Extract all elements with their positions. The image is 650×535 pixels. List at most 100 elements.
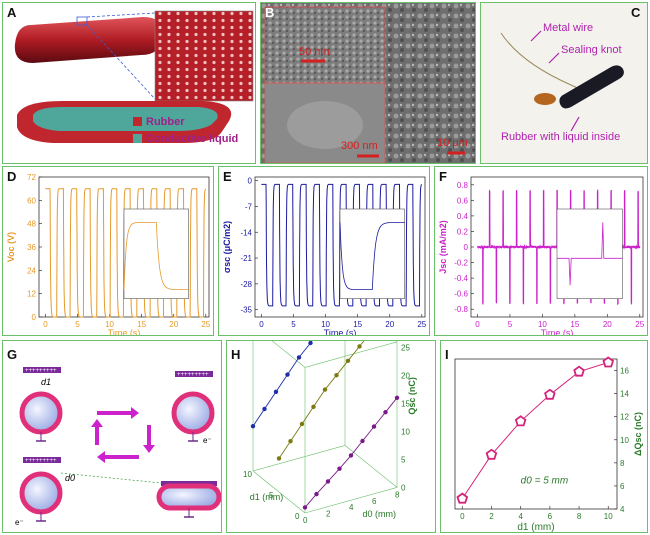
panel-i-xlabel: d1 (mm) (517, 522, 554, 533)
legend-rubber: Rubber (146, 116, 185, 128)
panel-f-ytick-label: -0.6 (454, 290, 468, 299)
panel-g: G +++++++++ d1 +++++++++ e⁻ (2, 340, 222, 533)
panel-i-xtick-label: 10 (604, 512, 613, 521)
chart-d: 0 12 24 36 48 60 72 0 5 10 15 20 25 Time (s) Voc (V) (3, 167, 214, 336)
squashed-capsule (159, 486, 219, 508)
panel-f-xlabel: Time (s) (541, 328, 574, 336)
mechanism-diagram: +++++++++ d1 +++++++++ e⁻ +++++++++ d0 (3, 341, 222, 533)
arrow-right (97, 407, 139, 419)
panel-f-ytick-label: 0.8 (457, 181, 469, 190)
label-d1: d1 (41, 377, 51, 387)
panel-i-annotation: d0 = 5 mm (521, 476, 569, 487)
panel-a: A Rubber (2, 2, 256, 164)
panel-f-ytick-label: 0.6 (457, 196, 469, 205)
chart-e: 0 -7 -14 -21 -28 -35 0 5 10 15 20 25 Time (s) σsc (μC… (219, 167, 430, 336)
panel-i-point (458, 494, 468, 503)
panel-d-ytick-label: 72 (27, 173, 36, 182)
panel-h-xtick-label: 4 (349, 503, 354, 512)
panel-f-xtick-label: 0 (475, 320, 480, 329)
legend-liquid-swatch (133, 134, 142, 143)
panel-h-point (303, 505, 307, 509)
arrow-left (97, 451, 139, 463)
panel-f-ylabel: Jsc (mA/m2) (438, 220, 448, 274)
panel-b: 50 nm 300 nm 10 μm B (260, 2, 476, 164)
label-rubber-liquid: Rubber with liquid inside (501, 131, 620, 143)
panel-i-point (516, 416, 526, 425)
legend-rubber-swatch (133, 117, 142, 126)
panel-h-series-line-1 (279, 341, 371, 458)
panel-f-ytick-label: -0.4 (454, 274, 468, 283)
label-sealing-knot: Sealing knot (561, 44, 622, 56)
chart-h: 0510152025024680510Qsc (nC)d0 (mm)d1 (mm… (227, 341, 436, 533)
sphere-3 (22, 474, 60, 512)
panel-d-ylabel: Voc (V) (6, 232, 16, 262)
panel-h-point (300, 422, 304, 426)
panel-h-point (334, 373, 338, 377)
panel-h-point (277, 456, 281, 460)
panel-i-ytick-label: 6 (620, 482, 625, 491)
panel-h-point (274, 390, 278, 394)
panel-e-xtick-label: 25 (417, 320, 426, 329)
sphere-2 (174, 394, 212, 432)
panel-h-point (346, 359, 350, 363)
panel-h-point (383, 410, 387, 414)
panel-i-ytick-label: 8 (620, 459, 625, 468)
panel-d-xtick-label: 20 (169, 320, 178, 329)
panel-e-xtick-label: 0 (259, 320, 264, 329)
panel-i: I 4 6 8 10 12 14 16 0 2 4 6 8 10 d1 (mm) ΔQsc (nC) d0 =… (440, 340, 648, 533)
panel-i-xtick-label: 8 (577, 512, 582, 521)
panel-h-point (357, 344, 361, 348)
scalebar-10um: 10 μm (437, 137, 468, 149)
panel-e-ylabel: σsc (μC/m2) (222, 221, 232, 273)
legend-liquid: Conductive liquid (146, 133, 238, 145)
panel-i-ytick-label: 16 (620, 367, 629, 376)
panel-d-xlabel: Time (s) (108, 328, 141, 336)
panel-f-ytick-label: -0.2 (454, 259, 468, 268)
panel-h-box-edge (345, 445, 397, 487)
panel-h-xtick-label: 2 (326, 510, 331, 519)
panel-h-point (288, 439, 292, 443)
label-electron-top: e⁻ (203, 436, 212, 445)
panel-h-point (314, 492, 318, 496)
panel-i-point (487, 450, 497, 459)
panel-h-point (360, 439, 364, 443)
panel-e-xtick-label: 5 (291, 320, 296, 329)
panel-h-ytick-label: 0 (295, 512, 300, 521)
panel-e-ytick-label: -14 (240, 228, 252, 237)
panel-i-point (574, 367, 584, 376)
panel-i-ylabel: ΔQsc (nC) (633, 412, 643, 456)
sphere-1 (22, 394, 60, 432)
panel-h-point (285, 372, 289, 376)
panel-i-xtick-label: 4 (518, 512, 523, 521)
panel-h-point (308, 341, 312, 345)
panel-f-inset-frame (557, 209, 622, 299)
panel-i-ytick-label: 12 (620, 413, 629, 422)
panel-h-point (349, 453, 353, 457)
scalebar-300nm: 300 nm (341, 140, 378, 152)
panel-i-ytick-label: 4 (620, 505, 625, 514)
panel-d-ytick-label: 60 (27, 196, 36, 205)
panel-f: F 0.8 0.6 0.4 0.2 0 -0.2 -0.4 -0.6 -0.8 0 5 10 15 20 2… (434, 166, 648, 336)
svg-text:+++++++++: +++++++++ (25, 368, 57, 374)
panel-h-point (311, 405, 315, 409)
panel-h-series-line-0 (253, 341, 345, 426)
panel-e-ytick-label: -7 (245, 202, 253, 211)
panel-d-ytick-label: 48 (27, 220, 36, 229)
panel-h-box-edge (253, 445, 345, 471)
panel-d-ytick-label: 0 (32, 313, 37, 322)
label-electron-bottom: e⁻ (15, 518, 24, 527)
arrow-down (143, 425, 155, 453)
panel-i-xtick-label: 6 (548, 512, 553, 521)
panel-f-ytick-label: -0.8 (454, 305, 468, 314)
panel-h-ztick-label: 10 (401, 427, 410, 436)
panel-h-point (323, 387, 327, 391)
panel-h-point (326, 479, 330, 483)
panel-h-ylabel: d1 (mm) (250, 492, 284, 502)
panel-e-ytick-label: -28 (240, 280, 252, 289)
panel-c: C Metal wire Sealing knot Rubber with li… (480, 2, 648, 164)
sem-images: 50 nm 300 nm 10 μm (261, 3, 476, 164)
device-body (559, 65, 623, 108)
panel-d-xtick-label: 5 (75, 320, 80, 329)
panel-h-xtick-label: 8 (395, 490, 400, 499)
photo-device: Metal wire Sealing knot Rubber with liqu… (481, 3, 648, 164)
